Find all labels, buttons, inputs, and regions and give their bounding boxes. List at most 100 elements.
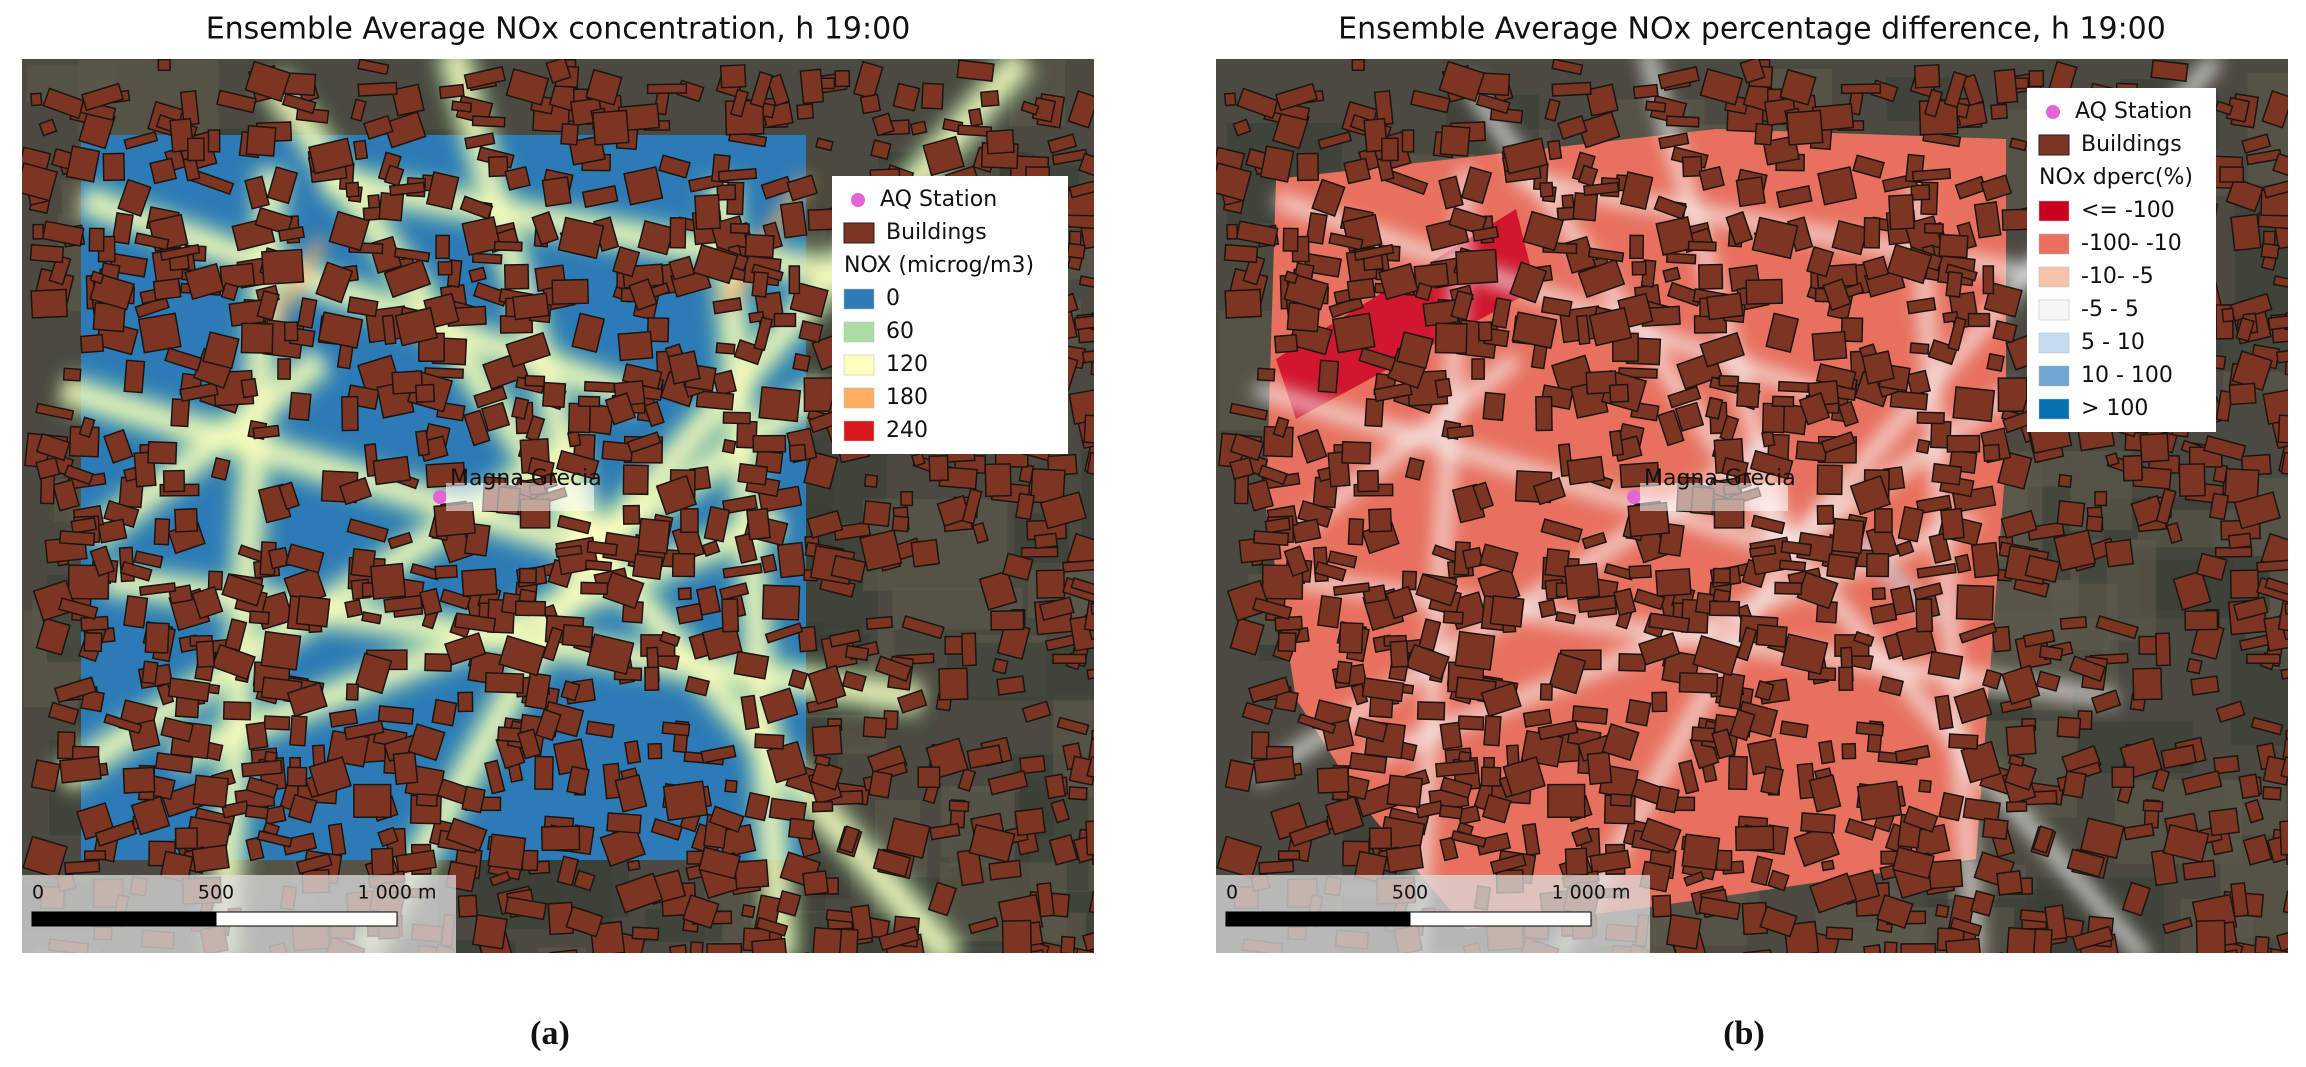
building [803,450,839,490]
building [1715,849,1733,872]
building [63,464,94,486]
building [985,129,1015,155]
building [561,623,594,648]
building [960,632,977,667]
building [451,100,473,113]
building [799,68,825,105]
building [1982,443,2001,462]
building [419,587,443,617]
building [297,297,318,329]
building [1913,64,1941,89]
building [2104,538,2134,568]
building [567,402,592,434]
building [787,668,809,690]
building [58,530,96,547]
building [1608,429,1625,457]
building [1800,812,1836,834]
building [22,162,59,202]
building [1743,949,1773,953]
building [1277,850,1301,861]
station-label-bg [1640,483,1788,511]
building [1992,320,2018,344]
building [749,71,774,109]
building [1681,833,1721,871]
building [2215,700,2246,724]
building [1386,774,1424,809]
legend-swatch [843,288,875,310]
building [2272,152,2288,180]
legend-label: 120 [886,352,928,377]
building [122,766,156,794]
building [1081,348,1094,364]
building [1678,759,1700,795]
building [157,59,171,72]
building [80,82,125,112]
building [2233,491,2281,530]
building [504,896,548,921]
building [1044,773,1067,800]
building [1070,577,1094,597]
building [527,456,555,480]
building [1583,181,1620,197]
building [1491,297,1512,329]
building [377,705,415,725]
building [1658,132,1690,150]
building [1882,941,1898,953]
building [1886,243,1933,285]
building [540,825,581,852]
building [1354,716,1389,743]
building [1665,252,1697,265]
building [277,225,306,242]
building [545,59,572,84]
building [2246,653,2281,665]
building [471,115,506,128]
building [1831,517,1865,555]
building [361,611,383,625]
building [1448,206,1488,236]
station-label: Magna Grecia [450,466,602,491]
building [1327,550,1358,569]
building [1511,311,1558,349]
building [345,683,360,701]
building [130,795,171,836]
building [1853,630,1875,648]
building [2162,916,2193,935]
building [1216,835,1263,879]
building [1699,68,1744,106]
building [1869,602,1898,625]
building [2053,529,2097,572]
building [1928,532,1952,564]
building [518,567,537,584]
building [1608,383,1630,404]
building [2241,133,2272,155]
building [392,751,419,786]
building [590,951,619,953]
building [283,321,299,342]
building [1589,849,1631,874]
building [65,145,101,183]
building [1083,414,1094,444]
building [1918,779,1932,794]
building [437,260,453,276]
building [2090,689,2122,714]
building [1909,342,1930,355]
building [119,560,153,582]
building [632,553,664,581]
building [671,552,696,578]
building [871,112,895,137]
building [788,265,801,295]
building [484,759,506,795]
building [551,278,590,305]
building [1048,833,1079,866]
building [286,766,308,787]
scale-bar-white [215,911,398,927]
building [592,109,630,146]
building [1825,926,1854,941]
building [956,59,995,83]
building [1952,386,1996,423]
building [776,889,802,917]
road [1514,172,2118,296]
building [2123,822,2155,841]
building [1396,331,1434,370]
building [1718,374,1740,388]
